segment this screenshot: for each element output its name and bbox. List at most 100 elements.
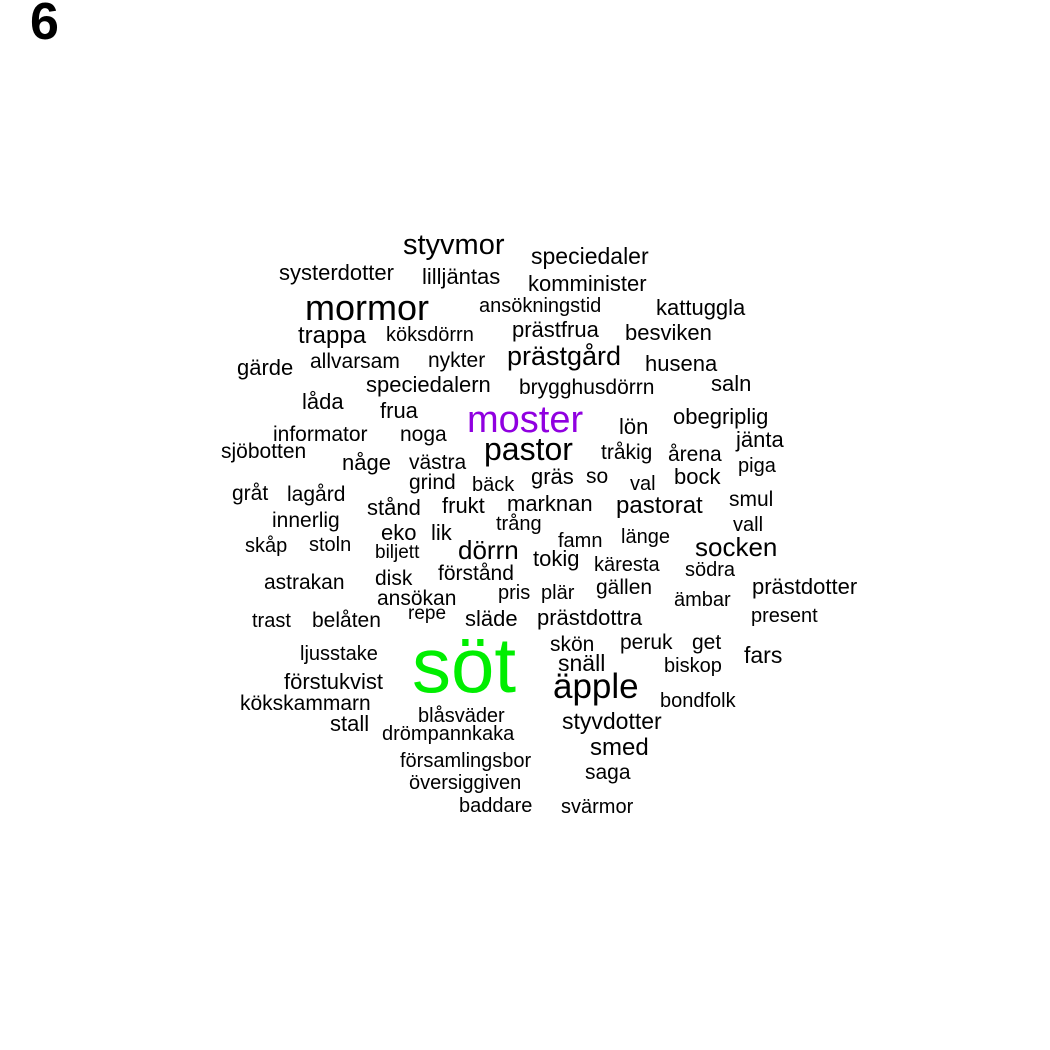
word-bondfolk: bondfolk [660, 690, 736, 712]
word-mormor: mormor [305, 287, 429, 328]
word-komminister: komminister [528, 271, 647, 296]
word-stoln: stoln [309, 534, 352, 556]
word-sodra: södra [685, 559, 736, 581]
word-prastdotter: prästdotter [752, 574, 858, 599]
word-allvarsam: allvarsam [310, 350, 400, 373]
word-svarmor: svärmor [561, 796, 634, 818]
word-socken: socken [695, 532, 778, 562]
word-brygghusdorrn: brygghusdörrn [519, 376, 655, 399]
word-skap: skåp [245, 535, 288, 557]
word-arena: årena [668, 443, 722, 466]
word-sot: söt [412, 621, 517, 709]
word-peruk: peruk [620, 631, 673, 654]
word-husena: husena [645, 351, 718, 376]
word-eko: eko [381, 520, 417, 545]
word-bock: bock [674, 464, 721, 489]
word-back: bäck [472, 474, 515, 496]
word-nykter: nykter [428, 349, 486, 372]
word-styvmor: styvmor [403, 229, 505, 261]
word-sjobotten: sjöbotten [221, 440, 307, 463]
word-forstukvist: förstukvist [284, 669, 384, 694]
word-grat: gråt [232, 482, 269, 505]
word-lilljantas: lilljäntas [422, 264, 501, 289]
word-lada: låda [302, 389, 344, 414]
word-systerdotter: systerdotter [279, 260, 394, 285]
word-present: present [751, 605, 818, 627]
word-besviken: besviken [625, 320, 712, 345]
word-lon: lön [619, 414, 649, 439]
word-informator: informator [273, 423, 368, 446]
word-drompannkaka: drömpannkaka [382, 723, 515, 745]
word-styvdotter: styvdotter [562, 708, 662, 734]
word-saln: saln [711, 371, 752, 396]
word-ansokan: ansökan [377, 587, 457, 610]
word-karesta: käresta [594, 554, 660, 576]
word-pris: pris [498, 582, 531, 604]
word-forsamlingsbor: församlingsbor [400, 750, 532, 772]
word-piga: piga [738, 455, 776, 477]
word-marknan: marknan [507, 491, 593, 516]
word-garde: gärde [237, 355, 294, 380]
word-noga: noga [400, 423, 447, 446]
word-kattuggla: kattuggla [656, 295, 746, 320]
word-innerlig: innerlig [272, 509, 340, 532]
panel-label: 6 [30, 0, 59, 51]
word-janta: jänta [736, 427, 784, 452]
word-repe: repe [408, 603, 447, 624]
word-so: so [586, 465, 609, 488]
word-prastdottra: prästdottra [537, 605, 643, 630]
word-saga: saga [585, 761, 631, 784]
word-nage: någe [342, 450, 391, 475]
word-trang: trång [496, 513, 542, 535]
word-lange: länge [621, 526, 670, 548]
word-moster: moster [467, 399, 584, 441]
word-forstand: förstånd [438, 562, 514, 585]
word-lagard: lagård [287, 483, 346, 506]
word-val: val [630, 473, 656, 495]
word-vall: vall [733, 514, 764, 536]
word-baddare: baddare [459, 795, 533, 817]
word-skon: skön [550, 633, 595, 656]
word-disk: disk [375, 567, 413, 590]
word-snall: snäll [558, 650, 606, 676]
word-smul: smul [729, 488, 774, 511]
word-pastor: pastor [484, 431, 573, 467]
word-speciedalern: speciedalern [366, 372, 491, 397]
word-oversiggiven: översiggiven [409, 772, 522, 794]
word-slade: släde [465, 606, 518, 631]
word-frukt: frukt [442, 493, 485, 518]
word-prastfrua: prästfrua [512, 317, 599, 342]
word-biskop: biskop [664, 655, 722, 677]
word-plar: plär [541, 582, 575, 604]
word-get: get [692, 631, 722, 654]
word-dorrn: dörrn [458, 535, 519, 565]
word-stall: stall [330, 711, 370, 736]
word-fars: fars [744, 642, 783, 668]
word-ljusstake: ljusstake [300, 643, 378, 665]
word-famn: famn [558, 530, 603, 552]
word-apple: äpple [553, 667, 639, 706]
word-lik: lik [431, 520, 452, 545]
word-grind: grind [409, 471, 456, 494]
word-vastra: västra [409, 451, 467, 474]
word-speciedaler: speciedaler [531, 243, 649, 269]
word-belaten: belåten [312, 609, 381, 632]
word-gras: gräs [531, 464, 574, 489]
word-stand: stånd [367, 495, 421, 520]
word-biljett: biljett [375, 542, 420, 563]
word-kokskammarn: kökskammarn [240, 692, 371, 715]
word-obegriplig: obegriplig [673, 404, 769, 429]
word-tokig: tokig [533, 546, 580, 571]
word-ansokningstid: ansökningstid [479, 295, 602, 317]
word-trast: trast [252, 610, 291, 632]
word-trakig: tråkig [601, 441, 653, 464]
word-astrakan: astrakan [264, 571, 345, 594]
word-prastgard: prästgård [507, 341, 622, 371]
word-smed: smed [590, 734, 649, 761]
word-blasvader: blåsväder [418, 705, 505, 727]
word-ambar: ämbar [674, 589, 731, 611]
word-gallen: gällen [596, 576, 653, 599]
word-frua: frua [380, 398, 418, 423]
